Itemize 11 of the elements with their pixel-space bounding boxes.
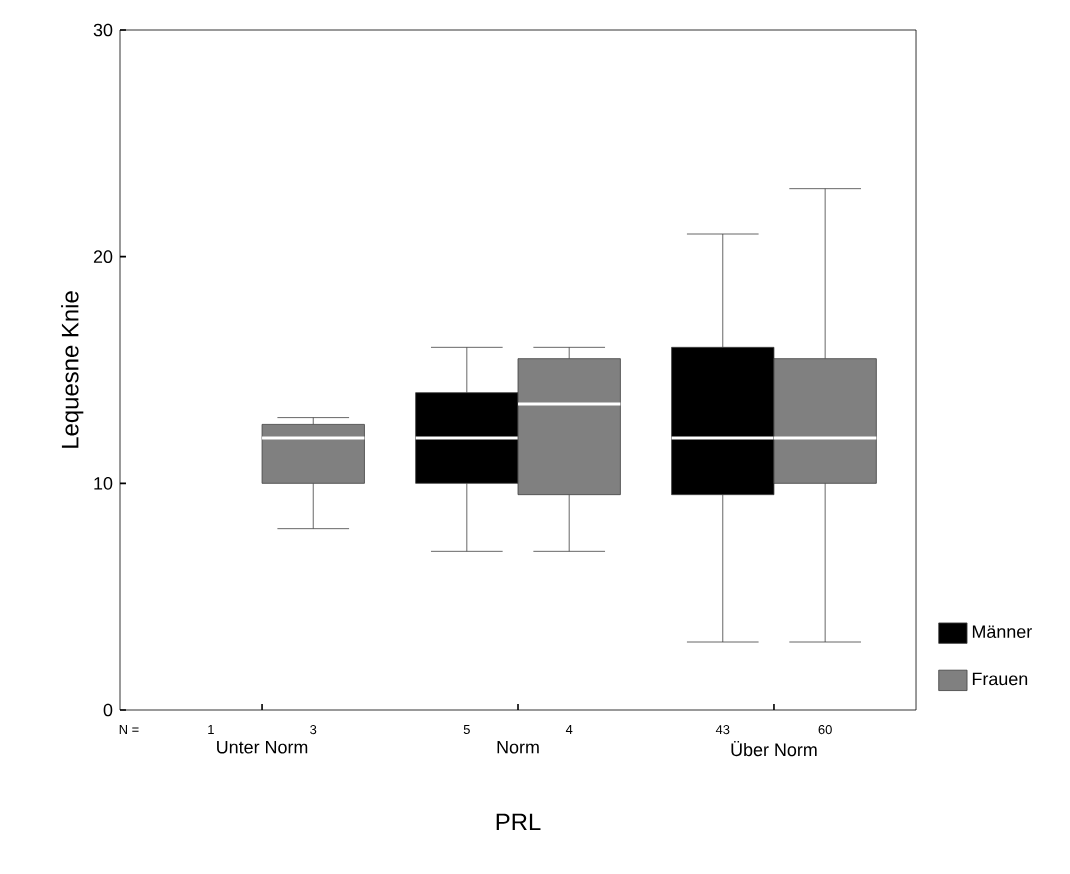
y-tick-label: 30 xyxy=(93,23,113,37)
legend-label: Frauen xyxy=(972,672,1028,686)
y-tick-label: 20 xyxy=(93,250,113,264)
y-tick-label: 10 xyxy=(94,476,113,490)
x-tick-label: Über Norm xyxy=(731,740,817,757)
legend-label: Männer xyxy=(972,625,1032,639)
x-tick-label: Unter Norm xyxy=(217,740,308,754)
y-axis-title: Lequesne Knie xyxy=(61,291,84,448)
y-tick-label: 0 xyxy=(103,703,113,717)
x-axis-title: PRL xyxy=(496,813,541,831)
x-tick-label: Norm xyxy=(497,740,539,754)
